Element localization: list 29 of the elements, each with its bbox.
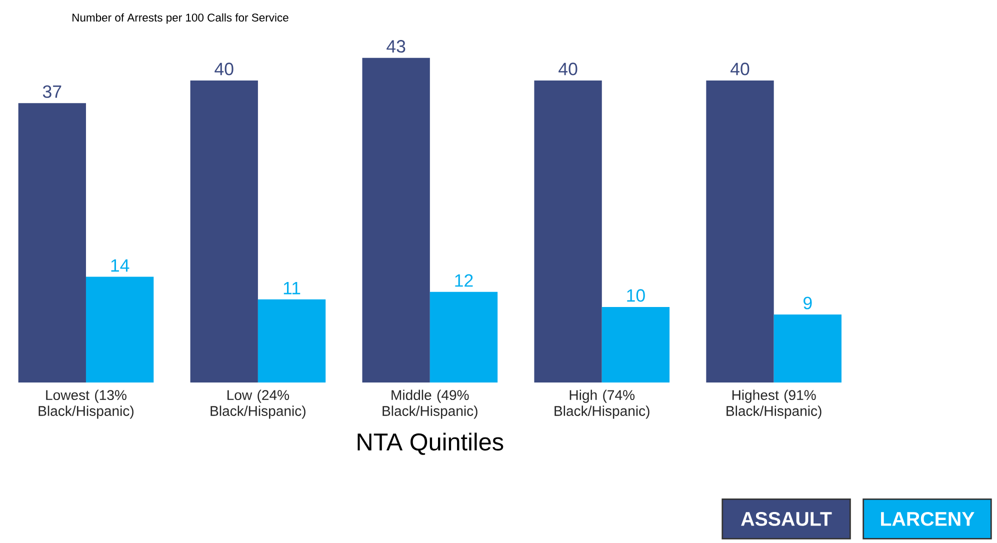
data-label: 40 [558,62,578,76]
bar [18,103,86,382]
bar [362,58,430,382]
data-label: 37 [42,85,62,98]
bar [258,299,326,382]
data-label: 12 [455,274,473,287]
data-label: 11 [284,282,300,294]
bar [190,80,258,382]
bar [430,292,498,382]
bar [706,80,774,382]
data-label: 10 [627,289,645,302]
bar [602,306,670,382]
x-tick-label: Middle (49% Black/Hispanic) [382,390,478,419]
data-label: 14 [111,259,130,272]
data-label: 40 [214,62,234,76]
x-tick-label: Low (24% Black/Hispanic) [210,390,306,419]
text: LARCENY [881,512,974,526]
bar [534,80,602,382]
x-tick-label: Lowest (13% Black/Hispanic) [38,390,134,419]
data-label: 40 [730,62,750,76]
data-label: 43 [386,40,406,53]
x-tick-label: Highest (91% Black/Hispanic) [726,390,822,419]
x-tick-label: High (74% Black/Hispanic) [554,390,650,419]
data-label: 9 [804,296,812,310]
bar [774,314,842,382]
bar [86,276,154,382]
text: ASSAULT [741,512,832,526]
y-axis-title: Number of Arrests per 100 Calls for Service [72,13,288,24]
x-axis-title: NTA Quintiles [358,432,504,455]
